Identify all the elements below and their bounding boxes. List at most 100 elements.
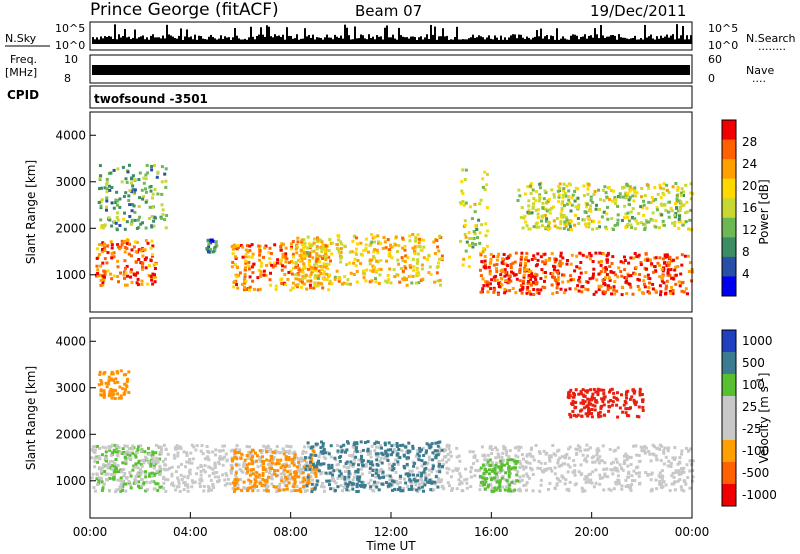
nsky-bar xyxy=(368,34,370,44)
power-cell xyxy=(317,260,321,264)
power-cell xyxy=(569,262,573,266)
velocity-cell xyxy=(336,485,340,489)
velocity-cell xyxy=(394,458,397,462)
power-cell xyxy=(401,246,405,250)
velocity-cell xyxy=(615,467,619,471)
power-cell xyxy=(391,245,395,249)
velocity-cbar-tick: -100 xyxy=(742,444,769,458)
power-cell xyxy=(410,281,414,285)
power-cell xyxy=(637,288,641,292)
velocity-cell xyxy=(505,449,508,453)
velocity-cell xyxy=(278,482,282,486)
power-cell xyxy=(128,189,132,193)
power-cell xyxy=(301,277,304,281)
velocity-cell xyxy=(569,388,573,392)
power-cell xyxy=(135,281,139,285)
power-cell xyxy=(526,279,530,283)
velocity-cell xyxy=(126,456,130,460)
velocity-cell xyxy=(341,474,345,478)
power-cell xyxy=(138,215,142,219)
power-cell xyxy=(554,258,558,262)
power-cell xyxy=(528,290,531,293)
nsky-bar xyxy=(288,36,290,44)
power-ylabel: Slant Range [km] xyxy=(24,160,38,264)
velocity-cell xyxy=(93,460,97,464)
power-cell xyxy=(317,254,321,258)
velocity-cell xyxy=(327,452,331,456)
power-cell xyxy=(641,206,645,210)
velocity-cell xyxy=(536,466,540,470)
beam-title: Beam 07 xyxy=(355,2,422,20)
velocity-cell xyxy=(431,451,435,455)
velocity-cell xyxy=(280,479,284,483)
velocity-cell xyxy=(416,490,420,494)
velocity-cell xyxy=(97,383,101,387)
power-cell xyxy=(461,192,465,196)
velocity-cell xyxy=(434,475,438,479)
velocity-cell xyxy=(272,450,276,454)
power-cell xyxy=(536,258,540,262)
velocity-cell xyxy=(618,406,622,410)
velocity-cell xyxy=(96,445,99,449)
power-cell xyxy=(624,280,628,284)
velocity-cell xyxy=(96,460,99,464)
nsky-bar xyxy=(276,36,278,44)
power-cell xyxy=(559,287,563,291)
power-cell xyxy=(628,189,632,193)
velocity-cell xyxy=(269,462,273,466)
x-tick-label: 04:00 xyxy=(173,525,208,539)
velocity-cell xyxy=(317,454,321,458)
velocity-cell xyxy=(316,479,320,483)
velocity-cell xyxy=(611,400,615,404)
power-cell xyxy=(588,251,592,255)
velocity-cell xyxy=(548,459,552,463)
velocity-cell xyxy=(608,447,612,451)
velocity-cell xyxy=(479,480,483,484)
power-cell xyxy=(140,282,144,286)
power-cell xyxy=(416,252,420,256)
power-cell xyxy=(281,264,284,268)
velocity-cell xyxy=(620,393,623,397)
power-cell xyxy=(392,268,396,272)
velocity-cell xyxy=(609,399,613,402)
power-cell xyxy=(631,207,635,211)
velocity-cell xyxy=(238,467,242,471)
power-cell xyxy=(685,210,689,214)
velocity-cell xyxy=(620,484,624,488)
power-cell xyxy=(588,257,592,261)
velocity-cell xyxy=(237,451,241,454)
power-cell xyxy=(336,247,340,251)
power-cell xyxy=(658,183,662,187)
power-cell xyxy=(230,245,234,248)
power-cell xyxy=(416,233,420,237)
power-cell xyxy=(258,253,262,257)
velocity-cell xyxy=(205,445,209,448)
power-cell xyxy=(265,263,269,267)
velocity-cell xyxy=(567,391,571,395)
power-cell xyxy=(416,258,420,262)
velocity-cell xyxy=(287,456,291,459)
power-cell xyxy=(150,225,154,229)
velocity-cell xyxy=(436,480,440,484)
power-cell xyxy=(325,278,329,281)
nsky-bar xyxy=(326,34,328,44)
power-cell xyxy=(262,273,266,277)
velocity-cell xyxy=(333,489,337,492)
velocity-cell xyxy=(417,458,421,462)
power-cell xyxy=(663,261,667,265)
velocity-cell xyxy=(199,469,203,473)
velocity-cell xyxy=(579,473,583,477)
velocity-cell xyxy=(625,396,628,400)
nsky-bar xyxy=(456,26,458,44)
velocity-cell xyxy=(490,478,493,482)
velocity-cell xyxy=(395,445,399,448)
velocity-cell xyxy=(108,390,112,394)
nsky-bar xyxy=(404,37,406,44)
power-cell xyxy=(488,282,492,286)
power-cell xyxy=(350,250,354,254)
velocity-cell xyxy=(640,393,644,396)
power-cell xyxy=(669,206,673,210)
velocity-cell xyxy=(201,452,205,456)
power-cell xyxy=(589,195,593,199)
power-cell xyxy=(609,270,613,273)
